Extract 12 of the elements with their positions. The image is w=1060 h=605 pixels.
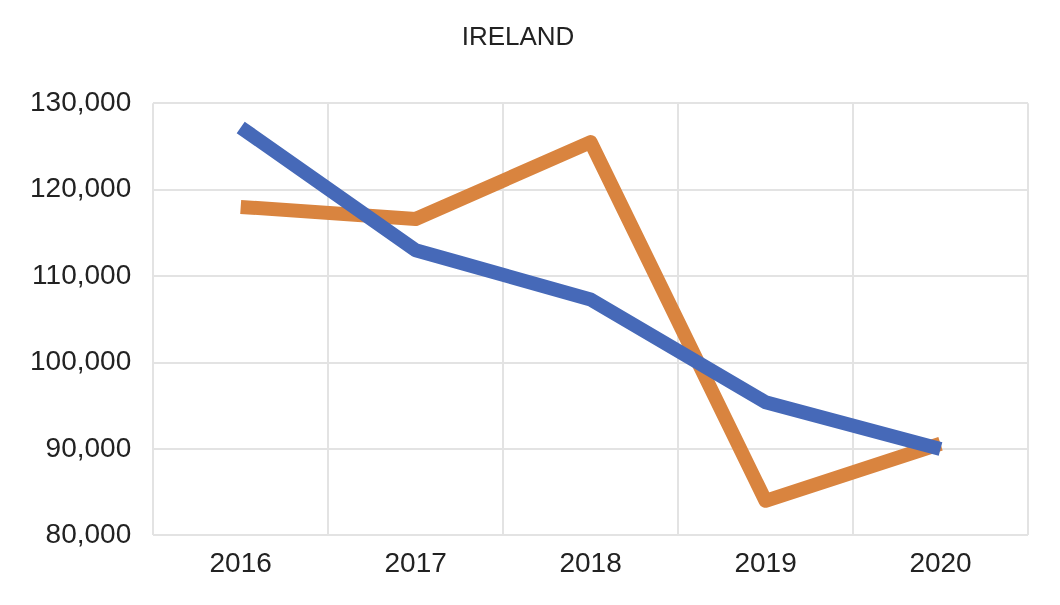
y-tick-label: 110,000 (32, 258, 132, 290)
x-tick-label: 2017 (384, 546, 447, 578)
x-tick-label: 2019 (734, 546, 797, 578)
y-tick-label: 90,000 (45, 431, 132, 463)
x-tick-label: 2018 (559, 546, 622, 578)
y-tick-label: 130,000 (29, 85, 132, 117)
y-tick-label: 100,000 (29, 345, 132, 377)
chart-title: IRELAND (461, 20, 575, 51)
x-tick-label: 2016 (209, 546, 272, 578)
y-tick-label: 80,000 (45, 518, 132, 550)
y-tick-label: 120,000 (29, 172, 132, 204)
x-tick-label: 2020 (909, 546, 972, 578)
